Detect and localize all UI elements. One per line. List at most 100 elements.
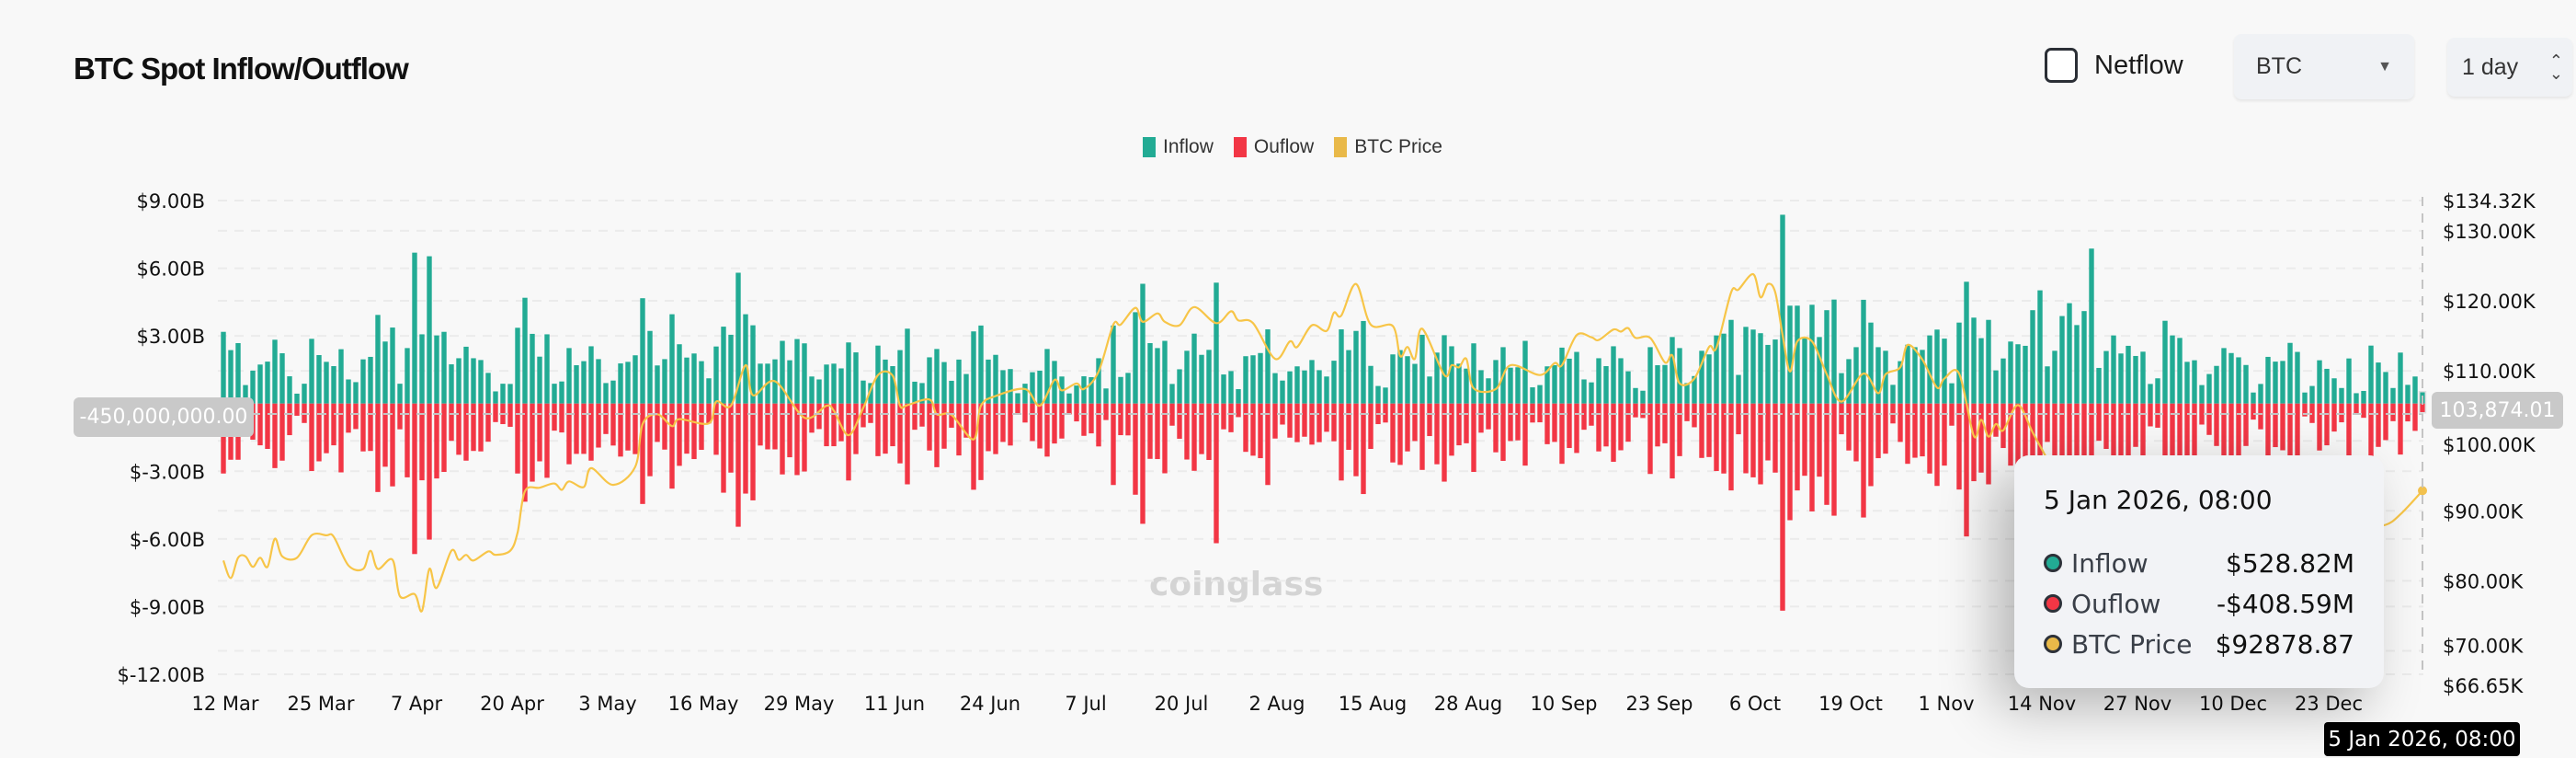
inflow-bar [257, 364, 263, 404]
outflow-bar [1464, 403, 1469, 443]
price-line-group [222, 273, 2427, 613]
outflow-bar [1721, 403, 1727, 474]
outflow-bar [2273, 403, 2278, 448]
inflow-bar [2155, 378, 2160, 404]
inflow-bar [2251, 392, 2256, 404]
inflow-bar [1677, 348, 1682, 404]
inflow-bar [618, 363, 623, 404]
inflow-bar [1662, 364, 1668, 404]
inflow-bar [647, 330, 653, 404]
inflow-bar [1169, 384, 1175, 404]
outflow-bar [633, 403, 638, 454]
coin-select[interactable]: BTC ▼ [2234, 34, 2414, 99]
outflow-bar [677, 403, 682, 466]
inflow-bar [1817, 337, 1822, 404]
outflow-bar [2302, 403, 2308, 417]
inflow-bar [2037, 290, 2043, 404]
inflow-bar [1772, 339, 1778, 404]
outflow-bar [897, 403, 903, 464]
inflow-bar [1956, 322, 1962, 404]
outflow-bar [1052, 403, 1057, 444]
outflow-bar [758, 403, 763, 446]
outflow-bar [346, 403, 351, 433]
inflow-bar [1728, 319, 1734, 404]
inflow-bar [1714, 335, 1719, 404]
outflow-bar [1537, 403, 1543, 423]
outflow-bar [956, 403, 962, 456]
outflow-bar [419, 403, 425, 481]
outflow-bar [1596, 403, 1601, 452]
outflow-bar [478, 403, 484, 452]
inflow-bar [2302, 392, 2308, 404]
outflow-bar [713, 403, 719, 455]
outflow-bar [640, 403, 645, 504]
inflow-bar [1324, 376, 1329, 404]
outflow-bar [2126, 403, 2131, 463]
outflow-bar [2030, 403, 2035, 494]
legend-item-inflow[interactable]: Inflow [1143, 136, 1214, 158]
inflow-bar [221, 331, 226, 404]
tooltip-label: Ouflow [2071, 588, 2161, 619]
outflow-bar [603, 403, 609, 434]
inflow-bar [1574, 351, 1579, 404]
inflow-bar [728, 334, 734, 404]
netflow-toggle[interactable]: Netflow [2045, 48, 2183, 83]
inflow-bar [1419, 334, 1425, 404]
interval-select[interactable]: 1 day ⌃ ⌄ [2447, 38, 2572, 97]
inflow-bar [287, 376, 292, 404]
outflow-bar [2354, 403, 2359, 415]
inflow-bar [1125, 373, 1131, 404]
outflow-bar [2251, 403, 2256, 420]
inflow-bar [941, 362, 947, 404]
inflow-bar [1449, 346, 1454, 404]
outflow-bar [1309, 403, 1315, 445]
netflow-checkbox[interactable] [2045, 48, 2078, 83]
inflow-bar [1831, 299, 1837, 404]
inflow-bar [2184, 362, 2190, 404]
inflow-bar [1942, 339, 1947, 404]
inflow-bar [515, 327, 520, 404]
outflow-bar [691, 403, 697, 460]
outflow-bar [1478, 403, 1484, 433]
inflow-bar [243, 385, 248, 404]
inflow-bar [1346, 350, 1351, 404]
outflow-bar [1037, 403, 1043, 449]
inflow-bar [1986, 319, 1991, 404]
outflow-bar [537, 403, 542, 462]
right-axis-tick-label: $100.00K [2443, 434, 2536, 456]
inflow-bar [1037, 370, 1043, 404]
legend-item-btc-price[interactable]: BTC Price [1334, 136, 1442, 158]
inflow-bar [235, 342, 241, 404]
inflow-bar [250, 370, 256, 404]
inflow-bar [934, 349, 940, 404]
right-axis-tick-label: $70.00K [2443, 636, 2524, 658]
inflow-bar [2089, 248, 2094, 404]
inflow-bar [2287, 342, 2293, 404]
x-axis-tick-label: 10 Sep [1531, 693, 1598, 715]
outflow-bar [1434, 403, 1440, 465]
inflow-bar [758, 363, 763, 404]
outflow-bar [1412, 403, 1418, 442]
inflow-bar [405, 348, 410, 404]
outflow-bar [1206, 403, 1212, 461]
inflow-bar [574, 365, 579, 404]
outflow-bar [2265, 403, 2271, 458]
outflow-bar [1964, 403, 1969, 537]
outflow-bar [1184, 403, 1190, 460]
tooltip: 5 Jan 2026, 08:00 Inflow $528.82M Ouflow… [2014, 455, 2384, 688]
outflow-bar [1809, 403, 1815, 511]
inflow-bar [1603, 366, 1609, 404]
inflow-bar [1993, 370, 1999, 404]
legend-item-outflow[interactable]: Ouflow [1233, 136, 1314, 158]
inflow-bar [1765, 344, 1771, 404]
inflow-bar [390, 327, 395, 404]
outflow-bar [1508, 403, 1513, 442]
outflow-bar [1861, 403, 1866, 518]
outflow-bar [574, 403, 579, 454]
outflow-bar [618, 403, 623, 457]
inflow-bar [603, 383, 609, 404]
outflow-bar [1074, 403, 1079, 422]
tooltip-value: $528.82M [2226, 547, 2354, 579]
inflow-bar [1809, 304, 1815, 404]
